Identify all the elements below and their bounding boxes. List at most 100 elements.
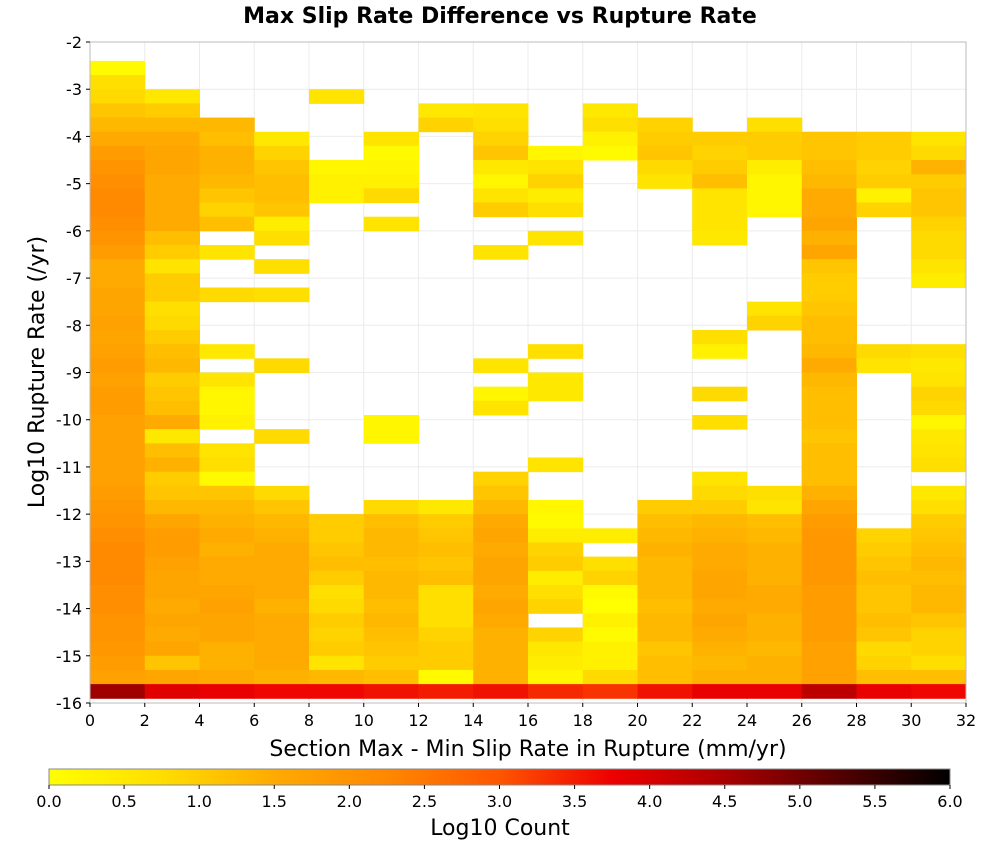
- heatmap-cell: [911, 344, 967, 359]
- heatmap-cell: [90, 301, 146, 317]
- heatmap-cell: [90, 188, 146, 204]
- heatmap-cell: [418, 528, 474, 543]
- heatmap-cell: [473, 386, 529, 402]
- heatmap-cell: [199, 528, 255, 543]
- heatmap-cell: [418, 655, 474, 671]
- heatmap-cell: [90, 174, 146, 189]
- heatmap-cell: [199, 599, 255, 614]
- heatmap-cell: [418, 684, 474, 699]
- heatmap-cell: [90, 372, 146, 388]
- heatmap-cell: [199, 471, 255, 487]
- heatmap-cell: [90, 216, 146, 232]
- heatmap-cell: [309, 641, 365, 657]
- x-axis-label: Section Max - Min Slip Rate in Rupture (…: [269, 737, 786, 762]
- heatmap-cell: [199, 542, 255, 558]
- heatmap-cell: [254, 259, 310, 274]
- heatmap-cell: [856, 344, 912, 359]
- heatmap-cell: [528, 599, 584, 614]
- heatmap-cell: [911, 556, 967, 572]
- heatmap-cell: [692, 145, 748, 161]
- heatmap-cell: [90, 89, 146, 104]
- colorbar-tick-label: 4.5: [712, 792, 737, 811]
- heatmap-cell: [911, 230, 967, 246]
- heatmap-cell: [911, 414, 967, 430]
- heatmap-cell: [856, 570, 912, 586]
- heatmap-cell: [747, 117, 803, 133]
- heatmap-cell: [90, 145, 146, 161]
- heatmap-cell: [144, 570, 200, 586]
- heatmap-cell: [856, 188, 912, 204]
- heatmap-cell: [801, 315, 857, 331]
- heatmap-cell: [473, 599, 529, 614]
- heatmap-cell: [254, 613, 310, 628]
- y-tick-label: -13: [56, 552, 82, 571]
- heatmap-cell: [692, 570, 748, 586]
- heatmap-cell: [144, 429, 200, 444]
- heatmap-cell: [90, 358, 146, 373]
- heatmap-cell: [144, 301, 200, 317]
- heatmap-cell: [856, 584, 912, 600]
- heatmap-cell: [363, 613, 419, 628]
- colorbar-tick-label: 6.0: [937, 792, 962, 811]
- heatmap-cell: [856, 202, 912, 218]
- heatmap-cell: [473, 570, 529, 586]
- heatmap-cell: [692, 330, 748, 345]
- x-tick-label: 14: [463, 711, 483, 730]
- heatmap-cell: [473, 145, 529, 161]
- heatmap-cell: [582, 655, 638, 671]
- heatmap-cell: [747, 514, 803, 529]
- heatmap-cell: [90, 117, 146, 133]
- heatmap-cell: [144, 599, 200, 614]
- heatmap-cell: [473, 117, 529, 133]
- heatmap-cell: [90, 414, 146, 430]
- heatmap-cell: [144, 287, 200, 303]
- heatmap-cell: [90, 584, 146, 600]
- heatmap-cell: [144, 344, 200, 359]
- heatmap-cell: [637, 684, 693, 699]
- heatmap-cell: [911, 514, 967, 529]
- heatmap-cell: [144, 372, 200, 388]
- heatmap-cell: [801, 570, 857, 586]
- heatmap-cell: [801, 259, 857, 274]
- heatmap-cell: [199, 400, 255, 416]
- heatmap-cell: [528, 655, 584, 671]
- heatmap-cell: [144, 471, 200, 487]
- heatmap-cell: [911, 131, 967, 147]
- heatmap-cell: [528, 584, 584, 600]
- heatmap-cell: [637, 117, 693, 133]
- heatmap-cell: [692, 499, 748, 515]
- heatmap-cell: [309, 655, 365, 671]
- heatmap-cell: [309, 570, 365, 586]
- heatmap-cell: [473, 202, 529, 218]
- heatmap-cell: [528, 457, 584, 473]
- heatmap-cell: [90, 570, 146, 586]
- heatmap-cell: [856, 599, 912, 614]
- heatmap-cell: [637, 669, 693, 685]
- heatmap-cell: [856, 627, 912, 643]
- heatmap-cell: [856, 655, 912, 671]
- x-tick-label: 32: [956, 711, 976, 730]
- heatmap-cell: [363, 556, 419, 572]
- heatmap-cell: [801, 245, 857, 260]
- heatmap-cell: [692, 131, 748, 147]
- heatmap-cell: [199, 131, 255, 147]
- heatmap-cell: [637, 641, 693, 657]
- heatmap-cell: [90, 556, 146, 572]
- heatmap-cell: [911, 400, 967, 416]
- heatmap-cell: [582, 103, 638, 119]
- heatmap-cell: [801, 160, 857, 175]
- heatmap-cell: [637, 514, 693, 529]
- heatmap-cell: [692, 485, 748, 501]
- heatmap-cell: [801, 627, 857, 643]
- heatmap-cell: [473, 584, 529, 600]
- heatmap-cell: [692, 556, 748, 572]
- heatmap-cell: [254, 287, 310, 303]
- heatmap-cell: [90, 471, 146, 487]
- heatmap-cell: [528, 641, 584, 657]
- heatmap-cell: [90, 613, 146, 628]
- heatmap-cell: [856, 358, 912, 373]
- heatmap-cell: [911, 188, 967, 204]
- heatmap-cell: [418, 599, 474, 614]
- x-tick-label: 22: [682, 711, 702, 730]
- heatmap-cell: [309, 174, 365, 189]
